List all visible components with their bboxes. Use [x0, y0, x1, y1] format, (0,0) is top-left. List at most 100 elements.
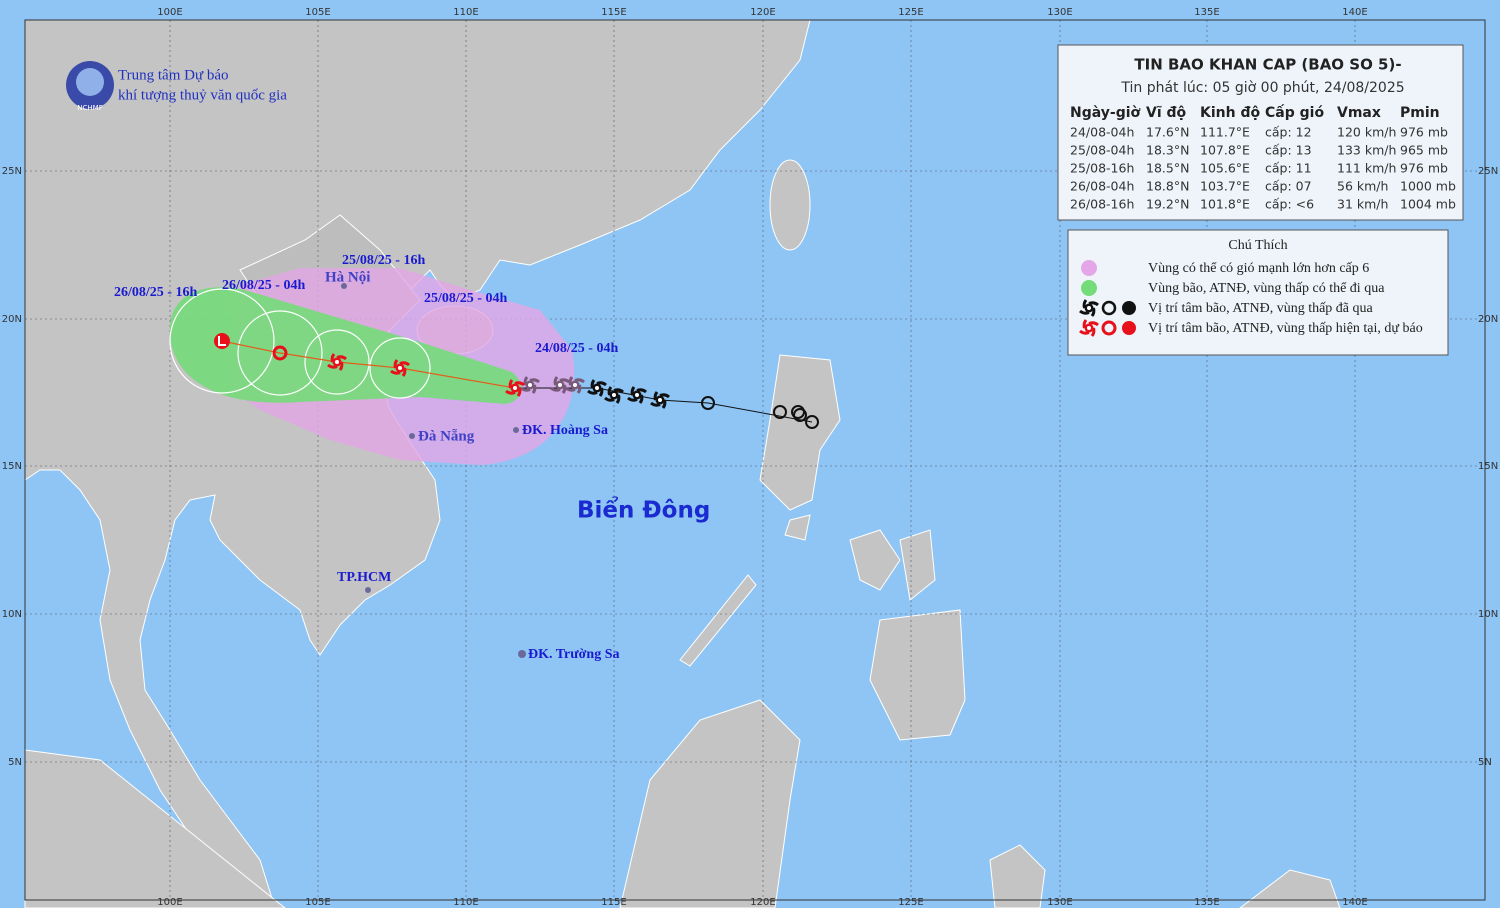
lon-label: 120E	[750, 897, 775, 908]
legend-item: Vùng có thể có gió mạnh lớn hơn cấp 6	[1148, 261, 1369, 276]
track-label: 26/08/25 - 04h	[222, 278, 305, 293]
table-cell: 965 mb	[1400, 143, 1448, 158]
place-label: ĐK. Trường Sa	[528, 647, 620, 662]
legend: Chú Thích Vùng có thể có gió mạnh lớn hơ…	[1067, 229, 1449, 356]
table-cell: 976 mb	[1400, 161, 1448, 176]
table-header: Vĩ độ	[1146, 105, 1187, 121]
lat-label: 15N	[2, 461, 22, 472]
lat-label: 25N	[1478, 166, 1498, 177]
lat-label: 25N	[2, 166, 22, 177]
lon-label: 140E	[1342, 7, 1367, 18]
lon-label: 100E	[157, 7, 182, 18]
table-header: Vmax	[1337, 105, 1381, 121]
lon-label: 135E	[1194, 897, 1219, 908]
frame	[24, 19, 1486, 901]
lon-label: 105E	[305, 897, 330, 908]
logo-abbr: NCHMF	[77, 104, 102, 112]
place-label: Hà Nội	[325, 269, 370, 285]
lon-label: 120E	[750, 7, 775, 18]
info-title: TIN BAO KHAN CAP (BAO SO 5)-	[1134, 56, 1401, 74]
lat-label: 10N	[2, 609, 22, 620]
land	[24, 19, 1341, 909]
lon-label: 135E	[1194, 7, 1219, 18]
place-label: TP.HCM	[337, 570, 391, 585]
lat-label: 10N	[1478, 609, 1498, 620]
forecast-circles	[169, 288, 431, 399]
table-cell: 25/08-04h	[1070, 143, 1134, 158]
track-label: 25/08/25 - 16h	[342, 253, 425, 268]
table-header: Pmin	[1400, 105, 1440, 121]
past-positions	[519, 375, 819, 429]
lon-label: 105E	[305, 7, 330, 18]
logo-text: Trung tâm Dự báo	[118, 67, 229, 83]
table-cell: 18.5°N	[1146, 161, 1189, 176]
legend-title: Chú Thích	[1228, 238, 1287, 253]
storm-zone	[170, 287, 522, 404]
table-cell: 120 km/h	[1337, 125, 1396, 140]
table-cell: 26/08-16h	[1070, 197, 1134, 212]
lat-label: 20N	[1478, 314, 1498, 325]
lon-label: 100E	[157, 897, 182, 908]
track-label: 24/08/25 - 04h	[535, 341, 618, 356]
lon-label: 110E	[453, 7, 478, 18]
table-cell: cấp: 12	[1265, 125, 1312, 140]
legend-item: Vị trí tâm bão, ATNĐ, vùng thấp hiện tại…	[1148, 321, 1423, 336]
table-cell: cấp: <6	[1265, 197, 1314, 212]
table-cell: 103.7°E	[1200, 179, 1250, 194]
table-cell: 111 km/h	[1337, 161, 1396, 176]
table-cell: cấp: 13	[1265, 143, 1312, 158]
place-label: ĐK. Hoàng Sa	[522, 423, 608, 438]
table-cell: cấp: 11	[1265, 161, 1312, 176]
table-cell: 107.8°E	[1200, 143, 1250, 158]
table-cell: 24/08-04h	[1070, 125, 1134, 140]
lon-label: 130E	[1047, 7, 1072, 18]
lat-label: 5N	[8, 757, 22, 768]
lon-label: 115E	[601, 897, 626, 908]
lon-label: 140E	[1342, 897, 1367, 908]
lat-label: 15N	[1478, 461, 1498, 472]
place-dots	[341, 283, 526, 658]
table-cell: 25/08-16h	[1070, 161, 1134, 176]
info-issued: Tin phát lúc: 05 giờ 00 phút, 24/08/2025	[1120, 80, 1404, 96]
table-cell: 1000 mb	[1400, 179, 1456, 194]
table-cell: 31 km/h	[1337, 197, 1388, 212]
table-header: Ngày-giờ	[1070, 105, 1141, 121]
logo: NCHMF Trung tâm Dự báo khí tượng thuỷ vă…	[66, 61, 287, 112]
info-table: Ngày-giờ Vĩ độ Kinh độ Cấp gió Vmax Pmin 24/08…	[1070, 104, 1456, 212]
info-box: TIN BAO KHAN CAP (BAO SO 5)- Tin phát lú…	[1057, 44, 1464, 221]
forecast-positions	[214, 333, 526, 398]
table-cell: 105.6°E	[1200, 161, 1250, 176]
axis-labels: 100E 100E 105E 105E 110E 110E 115E 115E 120E 120E…	[2, 7, 1498, 908]
place-label: Đà Nẵng	[418, 428, 475, 444]
track-label: 26/08/25 - 16h	[114, 285, 197, 300]
table-cell: 1004 mb	[1400, 197, 1456, 212]
table-cell: 111.7°E	[1200, 125, 1250, 140]
lon-label: 125E	[898, 7, 923, 18]
table-cell: 17.6°N	[1146, 125, 1189, 140]
legend-item: Vị trí tâm bão, ATNĐ, vùng thấp đã qua	[1148, 301, 1374, 316]
table-cell: 56 km/h	[1337, 179, 1388, 194]
table-cell: cấp: 07	[1265, 179, 1312, 194]
track-label: 25/08/25 - 04h	[424, 291, 507, 306]
table-cell: 19.2°N	[1146, 197, 1189, 212]
table-cell: 18.3°N	[1146, 143, 1189, 158]
sea-label: Biển Đông	[577, 496, 710, 524]
table-header: Cấp gió	[1265, 104, 1324, 121]
lon-label: 110E	[453, 897, 478, 908]
lat-label: 20N	[2, 314, 22, 325]
legend-item: Vùng bão, ATNĐ, vùng thấp có thể đi qua	[1148, 281, 1385, 296]
table-cell: 26/08-04h	[1070, 179, 1134, 194]
lon-label: 115E	[601, 7, 626, 18]
table-cell: 976 mb	[1400, 125, 1448, 140]
table-cell: 133 km/h	[1337, 143, 1396, 158]
lat-label: 5N	[1478, 757, 1492, 768]
graticule	[25, 20, 1485, 900]
lon-label: 125E	[898, 897, 923, 908]
table-cell: 18.8°N	[1146, 179, 1189, 194]
table-header: Kinh độ	[1200, 105, 1260, 121]
logo-text: khí tượng thuỷ văn quốc gia	[118, 87, 287, 103]
lon-label: 130E	[1047, 897, 1072, 908]
